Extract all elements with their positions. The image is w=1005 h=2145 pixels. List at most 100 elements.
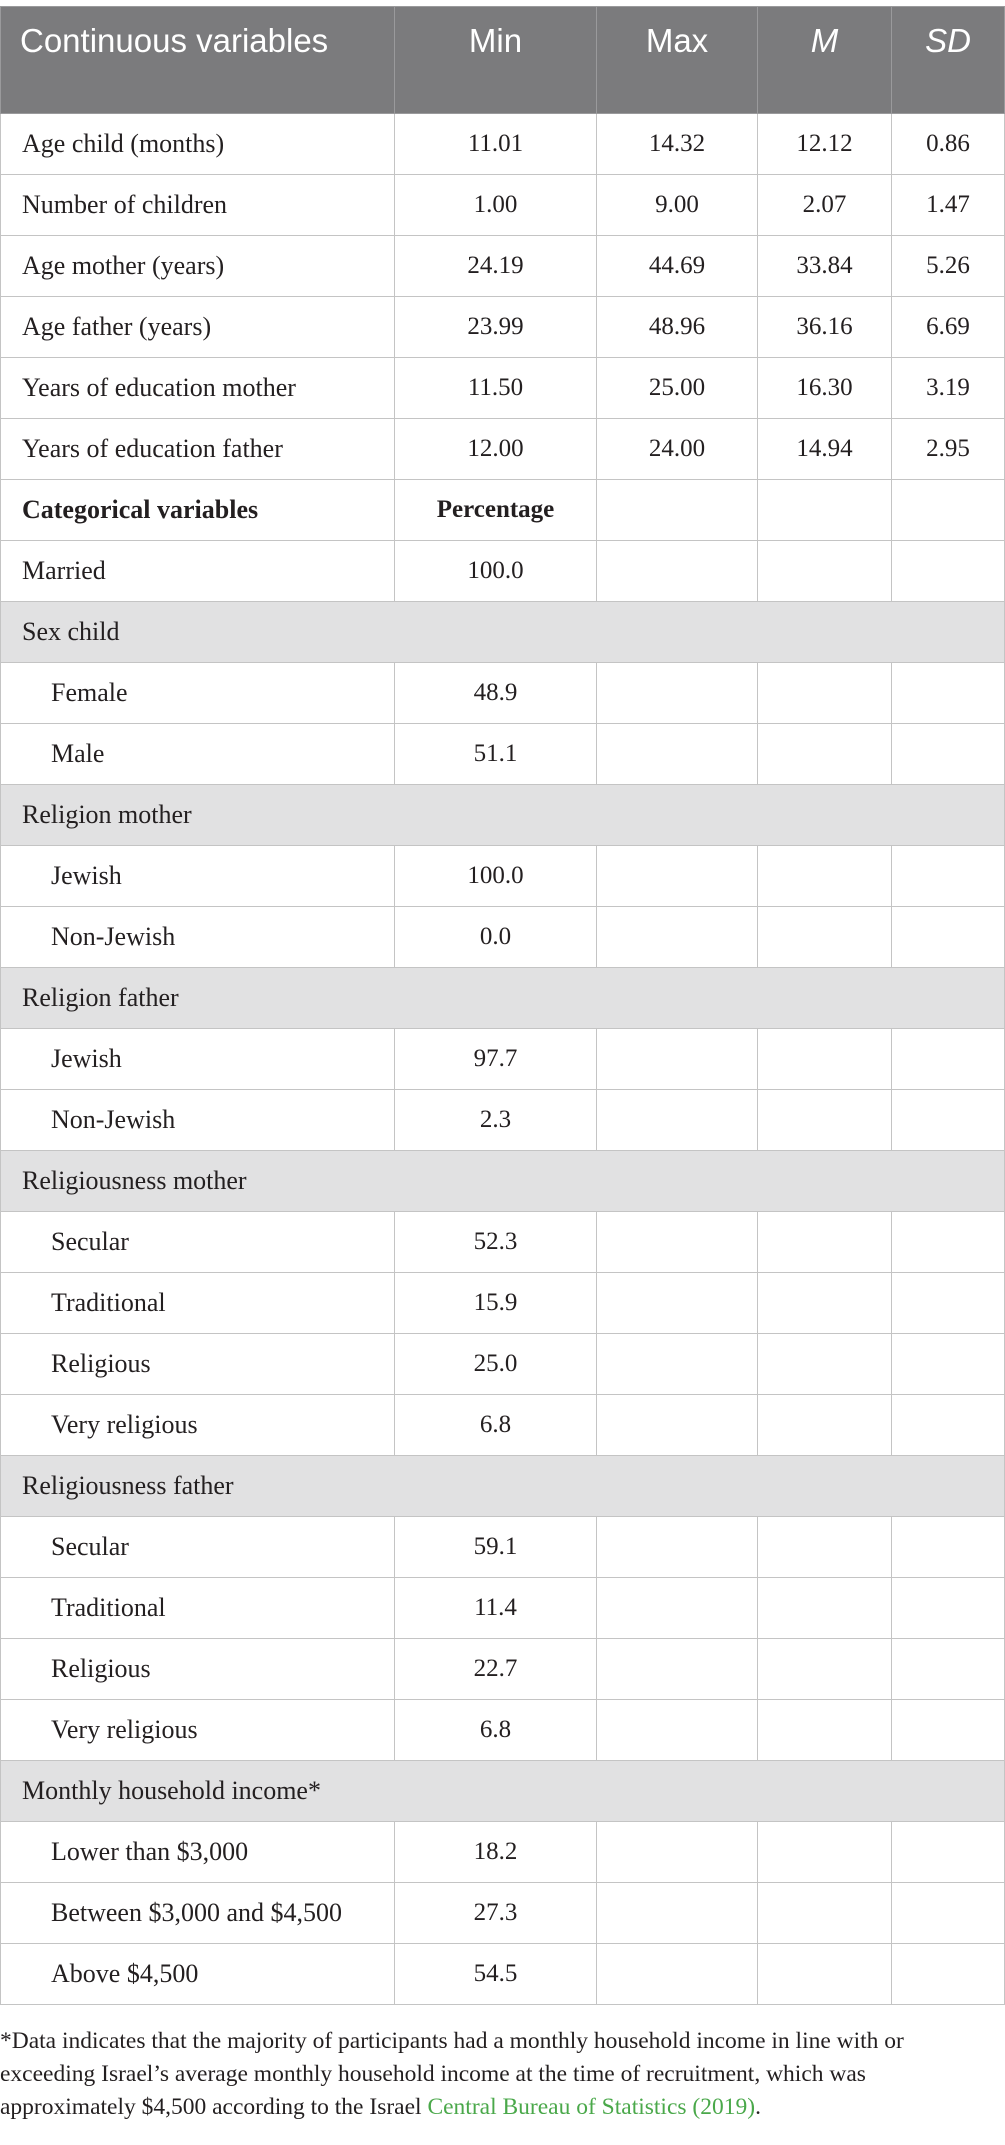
footnote-suffix: . bbox=[755, 2094, 761, 2120]
percentage-value: 0.0 bbox=[394, 906, 597, 968]
table-row: Very religious 6.8 bbox=[0, 1699, 1005, 1761]
empty-cell bbox=[757, 662, 892, 724]
percentage-value: 22.7 bbox=[394, 1638, 597, 1700]
empty-cell bbox=[891, 1394, 1005, 1456]
table-row: Secular 59.1 bbox=[0, 1516, 1005, 1578]
empty-cell bbox=[757, 1394, 892, 1456]
table-row: Between $3,000 and $4,500 27.3 bbox=[0, 1882, 1005, 1944]
table-row: Years of education father 12.00 24.00 14.94… bbox=[0, 418, 1005, 480]
variable-label: Number of children bbox=[0, 174, 395, 236]
percentage-value: 18.2 bbox=[394, 1821, 597, 1883]
empty-cell bbox=[596, 1699, 758, 1761]
variable-label: Age child (months) bbox=[0, 113, 395, 175]
group-header-row: Sex child bbox=[0, 601, 1005, 663]
empty-cell bbox=[891, 662, 1005, 724]
empty-cell bbox=[891, 1028, 1005, 1090]
table-body: Age child (months) 11.01 14.32 12.12 0.86 Num… bbox=[0, 113, 1005, 2005]
mean-value: 2.07 bbox=[757, 174, 892, 236]
empty-cell bbox=[596, 845, 758, 907]
category-label: Above $4,500 bbox=[0, 1943, 395, 2005]
table-row: Traditional 11.4 bbox=[0, 1577, 1005, 1639]
empty-cell bbox=[891, 1638, 1005, 1700]
empty-cell bbox=[757, 540, 892, 602]
category-label: Traditional bbox=[0, 1577, 395, 1639]
table-row: Age mother (years) 24.19 44.69 33.84 5.26 bbox=[0, 235, 1005, 297]
table-row: Married 100.0 bbox=[0, 540, 1005, 602]
sd-value: 0.86 bbox=[891, 113, 1005, 175]
percentage-value: 100.0 bbox=[394, 540, 597, 602]
empty-cell bbox=[596, 1272, 758, 1334]
empty-cell bbox=[596, 723, 758, 785]
group-header-row: Religiousness mother bbox=[0, 1150, 1005, 1212]
empty-cell bbox=[757, 845, 892, 907]
max-value: 48.96 bbox=[596, 296, 758, 358]
percentage-value: 6.8 bbox=[394, 1699, 597, 1761]
group-header-row: Religiousness father bbox=[0, 1455, 1005, 1517]
percentage-value: 48.9 bbox=[394, 662, 597, 724]
empty-cell bbox=[891, 1943, 1005, 2005]
empty-cell bbox=[596, 1028, 758, 1090]
empty-cell bbox=[891, 1821, 1005, 1883]
footnote-reference-link[interactable]: Central Bureau of Statistics (2019) bbox=[427, 2094, 756, 2120]
min-value: 1.00 bbox=[394, 174, 597, 236]
empty-cell bbox=[891, 906, 1005, 968]
empty-cell bbox=[757, 1821, 892, 1883]
min-value: 24.19 bbox=[394, 235, 597, 297]
empty-cell bbox=[891, 1211, 1005, 1273]
percentage-value: 15.9 bbox=[394, 1272, 597, 1334]
category-label: Non-Jewish bbox=[0, 1089, 395, 1151]
min-value: 11.50 bbox=[394, 357, 597, 419]
category-label: Between $3,000 and $4,500 bbox=[0, 1882, 395, 1944]
table-footnote: *Data indicates that the majority of par… bbox=[0, 2025, 1000, 2124]
percentage-value: 59.1 bbox=[394, 1516, 597, 1578]
percentage-value: 54.5 bbox=[394, 1943, 597, 2005]
table-row: Years of education mother 11.50 25.00 16.30… bbox=[0, 357, 1005, 419]
group-label: Religiousness father bbox=[0, 1455, 1005, 1517]
max-value: 44.69 bbox=[596, 235, 758, 297]
category-label: Jewish bbox=[0, 845, 395, 907]
empty-cell bbox=[891, 845, 1005, 907]
empty-cell bbox=[891, 479, 1005, 541]
table-row: Female 48.9 bbox=[0, 662, 1005, 724]
empty-cell bbox=[757, 479, 892, 541]
empty-cell bbox=[596, 1821, 758, 1883]
empty-cell bbox=[757, 1516, 892, 1578]
category-label: Very religious bbox=[0, 1394, 395, 1456]
mean-value: 16.30 bbox=[757, 357, 892, 419]
category-label: Very religious bbox=[0, 1699, 395, 1761]
empty-cell bbox=[757, 1089, 892, 1151]
sd-value: 5.26 bbox=[891, 235, 1005, 297]
empty-cell bbox=[596, 1577, 758, 1639]
table-header: Continuous variables Min Max M SD bbox=[0, 6, 1005, 114]
category-label: Secular bbox=[0, 1516, 395, 1578]
empty-cell bbox=[596, 906, 758, 968]
empty-cell bbox=[596, 662, 758, 724]
category-label: Non-Jewish bbox=[0, 906, 395, 968]
variable-label: Years of education mother bbox=[0, 357, 395, 419]
mean-value: 36.16 bbox=[757, 296, 892, 358]
empty-cell bbox=[596, 1882, 758, 1944]
empty-cell bbox=[891, 1577, 1005, 1639]
empty-cell bbox=[596, 1211, 758, 1273]
min-value: 11.01 bbox=[394, 113, 597, 175]
table-row: Traditional 15.9 bbox=[0, 1272, 1005, 1334]
percentage-value: 11.4 bbox=[394, 1577, 597, 1639]
table-row: Non-Jewish 0.0 bbox=[0, 906, 1005, 968]
table-row: Jewish 97.7 bbox=[0, 1028, 1005, 1090]
empty-cell bbox=[596, 1089, 758, 1151]
empty-cell bbox=[891, 1516, 1005, 1578]
table-row: Age child (months) 11.01 14.32 12.12 0.86 bbox=[0, 113, 1005, 175]
descriptive-statistics-table: Continuous variables Min Max M SD Age ch… bbox=[0, 6, 1005, 2005]
header-max: Max bbox=[596, 6, 758, 114]
percentage-value: 97.7 bbox=[394, 1028, 597, 1090]
empty-cell bbox=[757, 1211, 892, 1273]
group-header-row: Religion mother bbox=[0, 784, 1005, 846]
empty-cell bbox=[891, 1882, 1005, 1944]
category-label: Religious bbox=[0, 1638, 395, 1700]
group-header-row: Monthly household income* bbox=[0, 1760, 1005, 1822]
empty-cell bbox=[757, 1272, 892, 1334]
percentage-value: 100.0 bbox=[394, 845, 597, 907]
min-value: 12.00 bbox=[394, 418, 597, 480]
max-value: 24.00 bbox=[596, 418, 758, 480]
header-sd: SD bbox=[891, 6, 1005, 114]
